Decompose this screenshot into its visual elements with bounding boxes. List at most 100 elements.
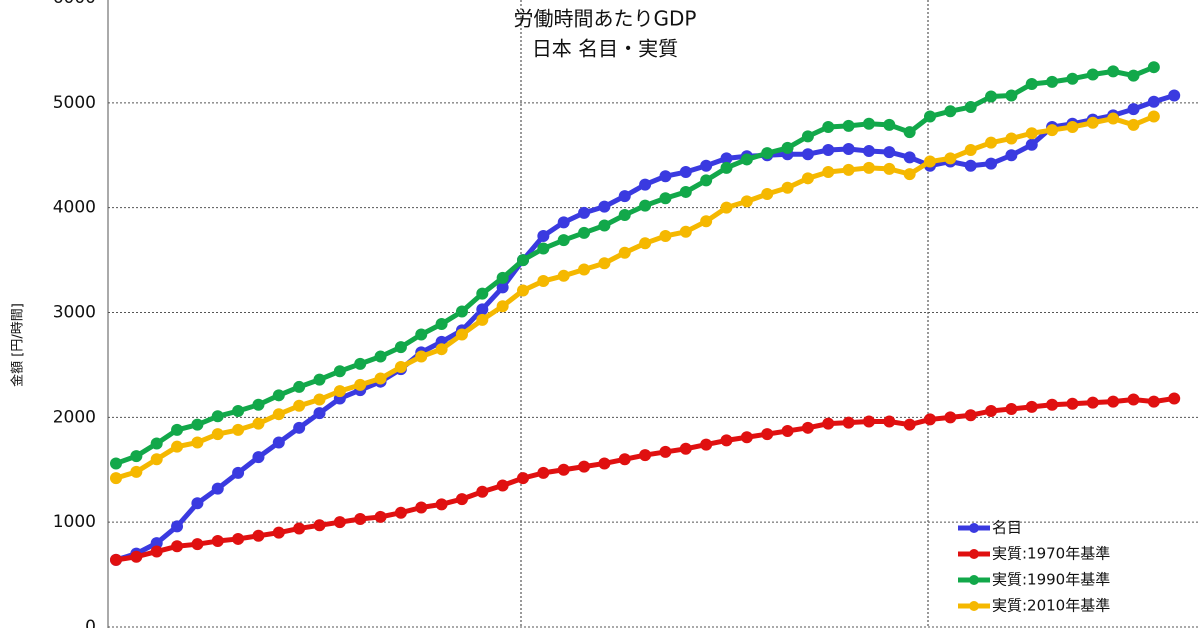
data-point <box>1025 77 1038 90</box>
chart-subtitle: 日本 名目・実質 <box>532 37 678 61</box>
data-point <box>1005 132 1018 145</box>
data-point <box>191 538 204 551</box>
data-point <box>333 365 346 378</box>
data-point <box>415 350 428 363</box>
data-point <box>598 257 611 270</box>
data-point <box>435 343 448 356</box>
data-point <box>598 219 611 232</box>
data-point <box>1046 75 1059 88</box>
data-point <box>130 465 143 478</box>
data-point <box>232 423 245 436</box>
data-point <box>700 438 713 451</box>
legend-swatch <box>969 549 979 559</box>
data-point <box>537 466 550 479</box>
data-point <box>455 328 468 341</box>
data-point <box>801 172 814 185</box>
data-point <box>293 421 306 434</box>
data-point <box>781 181 794 194</box>
data-point <box>374 350 387 363</box>
data-point <box>517 284 529 297</box>
data-point <box>842 416 855 429</box>
data-point <box>557 234 570 247</box>
data-point <box>232 405 245 418</box>
y-tick-label: 0 <box>85 617 96 628</box>
series-line <box>115 93 1175 563</box>
data-point <box>964 159 977 172</box>
data-point <box>374 372 387 385</box>
data-point <box>801 148 814 161</box>
data-point <box>842 119 855 132</box>
data-point <box>801 421 814 434</box>
data-point <box>985 90 998 103</box>
data-point <box>781 141 794 154</box>
data-point <box>394 506 407 519</box>
data-point <box>476 303 489 316</box>
data-point <box>557 269 570 282</box>
data-point <box>171 540 184 553</box>
y-axis-label: 金額 [円/時間] <box>10 303 26 387</box>
data-point <box>313 407 326 420</box>
data-point <box>1127 69 1140 82</box>
data-point <box>476 313 489 326</box>
data-point <box>1086 116 1099 129</box>
data-point <box>924 110 936 123</box>
data-point <box>435 498 448 511</box>
data-point <box>659 445 672 458</box>
data-point <box>618 209 631 222</box>
data-point <box>944 152 957 165</box>
data-point <box>578 206 591 219</box>
data-point <box>130 450 143 463</box>
data-point <box>822 417 835 430</box>
data-point <box>313 519 326 532</box>
data-point <box>903 168 916 181</box>
data-point <box>252 529 265 542</box>
data-point <box>476 287 489 300</box>
data-point <box>211 410 224 423</box>
data-point <box>883 146 896 159</box>
data-point <box>822 120 835 133</box>
data-point <box>150 545 163 558</box>
data-point <box>883 162 896 175</box>
data-point <box>944 105 957 118</box>
data-point <box>822 144 835 157</box>
data-point <box>557 216 570 229</box>
data-point <box>191 436 204 449</box>
y-tick-label: 2000 <box>53 407 96 427</box>
data-point <box>110 457 122 470</box>
data-point <box>903 126 916 139</box>
data-point <box>903 151 916 164</box>
data-point <box>252 417 265 430</box>
data-point <box>517 254 529 267</box>
data-point <box>639 237 652 250</box>
data-point <box>639 449 652 462</box>
data-point <box>496 479 509 492</box>
data-point <box>1005 89 1018 102</box>
data-point <box>862 145 875 158</box>
series-line <box>115 114 1155 481</box>
y-tick-label: 4000 <box>53 198 96 218</box>
data-point <box>1046 124 1059 137</box>
data-point <box>578 460 591 473</box>
data-point <box>252 451 265 464</box>
data-point <box>1025 400 1038 413</box>
data-point <box>679 442 692 455</box>
data-point <box>862 161 875 174</box>
data-point <box>1066 397 1079 410</box>
data-point <box>862 415 875 428</box>
data-point <box>1005 149 1018 162</box>
data-point <box>720 434 733 447</box>
data-point <box>191 497 204 510</box>
data-point <box>985 157 998 170</box>
data-point <box>476 485 489 498</box>
data-point <box>1127 103 1140 116</box>
data-point <box>110 553 122 566</box>
chart-title: 労働時間あたりGDP <box>514 7 697 31</box>
data-point <box>720 161 733 174</box>
data-point <box>883 415 896 428</box>
data-point <box>740 195 753 208</box>
data-point <box>598 200 611 213</box>
data-point <box>842 142 855 155</box>
data-point <box>1127 118 1140 131</box>
data-point <box>659 229 672 242</box>
data-point <box>720 152 733 165</box>
